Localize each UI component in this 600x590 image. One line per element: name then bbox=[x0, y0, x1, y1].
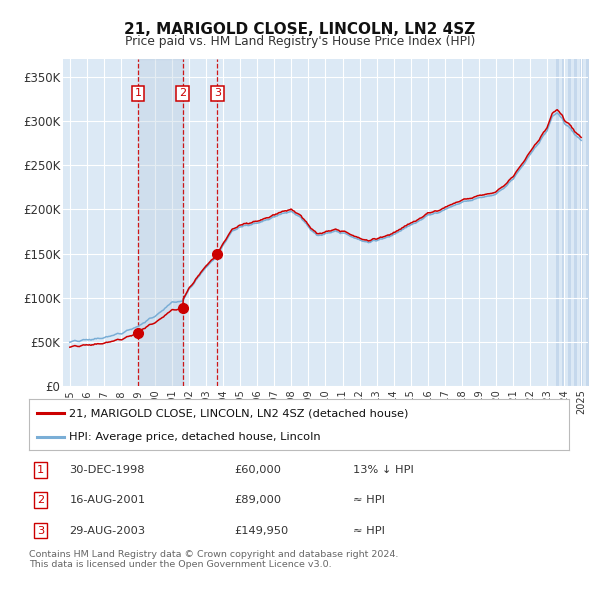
Text: 16-AUG-2001: 16-AUG-2001 bbox=[70, 496, 145, 505]
Text: 21, MARIGOLD CLOSE, LINCOLN, LN2 4SZ: 21, MARIGOLD CLOSE, LINCOLN, LN2 4SZ bbox=[124, 22, 476, 37]
Text: Contains HM Land Registry data © Crown copyright and database right 2024.
This d: Contains HM Land Registry data © Crown c… bbox=[29, 550, 398, 569]
Text: 21, MARIGOLD CLOSE, LINCOLN, LN2 4SZ (detached house): 21, MARIGOLD CLOSE, LINCOLN, LN2 4SZ (de… bbox=[70, 408, 409, 418]
Text: £149,950: £149,950 bbox=[234, 526, 288, 536]
Text: 1: 1 bbox=[134, 88, 142, 99]
Text: 2: 2 bbox=[179, 88, 186, 99]
Text: 1: 1 bbox=[37, 465, 44, 475]
Text: HPI: Average price, detached house, Lincoln: HPI: Average price, detached house, Linc… bbox=[70, 432, 321, 442]
Text: 2: 2 bbox=[37, 496, 44, 505]
Text: ≈ HPI: ≈ HPI bbox=[353, 526, 385, 536]
Text: 29-AUG-2003: 29-AUG-2003 bbox=[70, 526, 145, 536]
Text: 3: 3 bbox=[37, 526, 44, 536]
Text: ≈ HPI: ≈ HPI bbox=[353, 496, 385, 505]
Text: 3: 3 bbox=[214, 88, 221, 99]
Text: Price paid vs. HM Land Registry's House Price Index (HPI): Price paid vs. HM Land Registry's House … bbox=[125, 35, 475, 48]
Bar bbox=[138, 59, 182, 386]
Text: £89,000: £89,000 bbox=[234, 496, 281, 505]
Text: £60,000: £60,000 bbox=[234, 465, 281, 475]
Text: 30-DEC-1998: 30-DEC-1998 bbox=[70, 465, 145, 475]
Text: 13% ↓ HPI: 13% ↓ HPI bbox=[353, 465, 413, 475]
